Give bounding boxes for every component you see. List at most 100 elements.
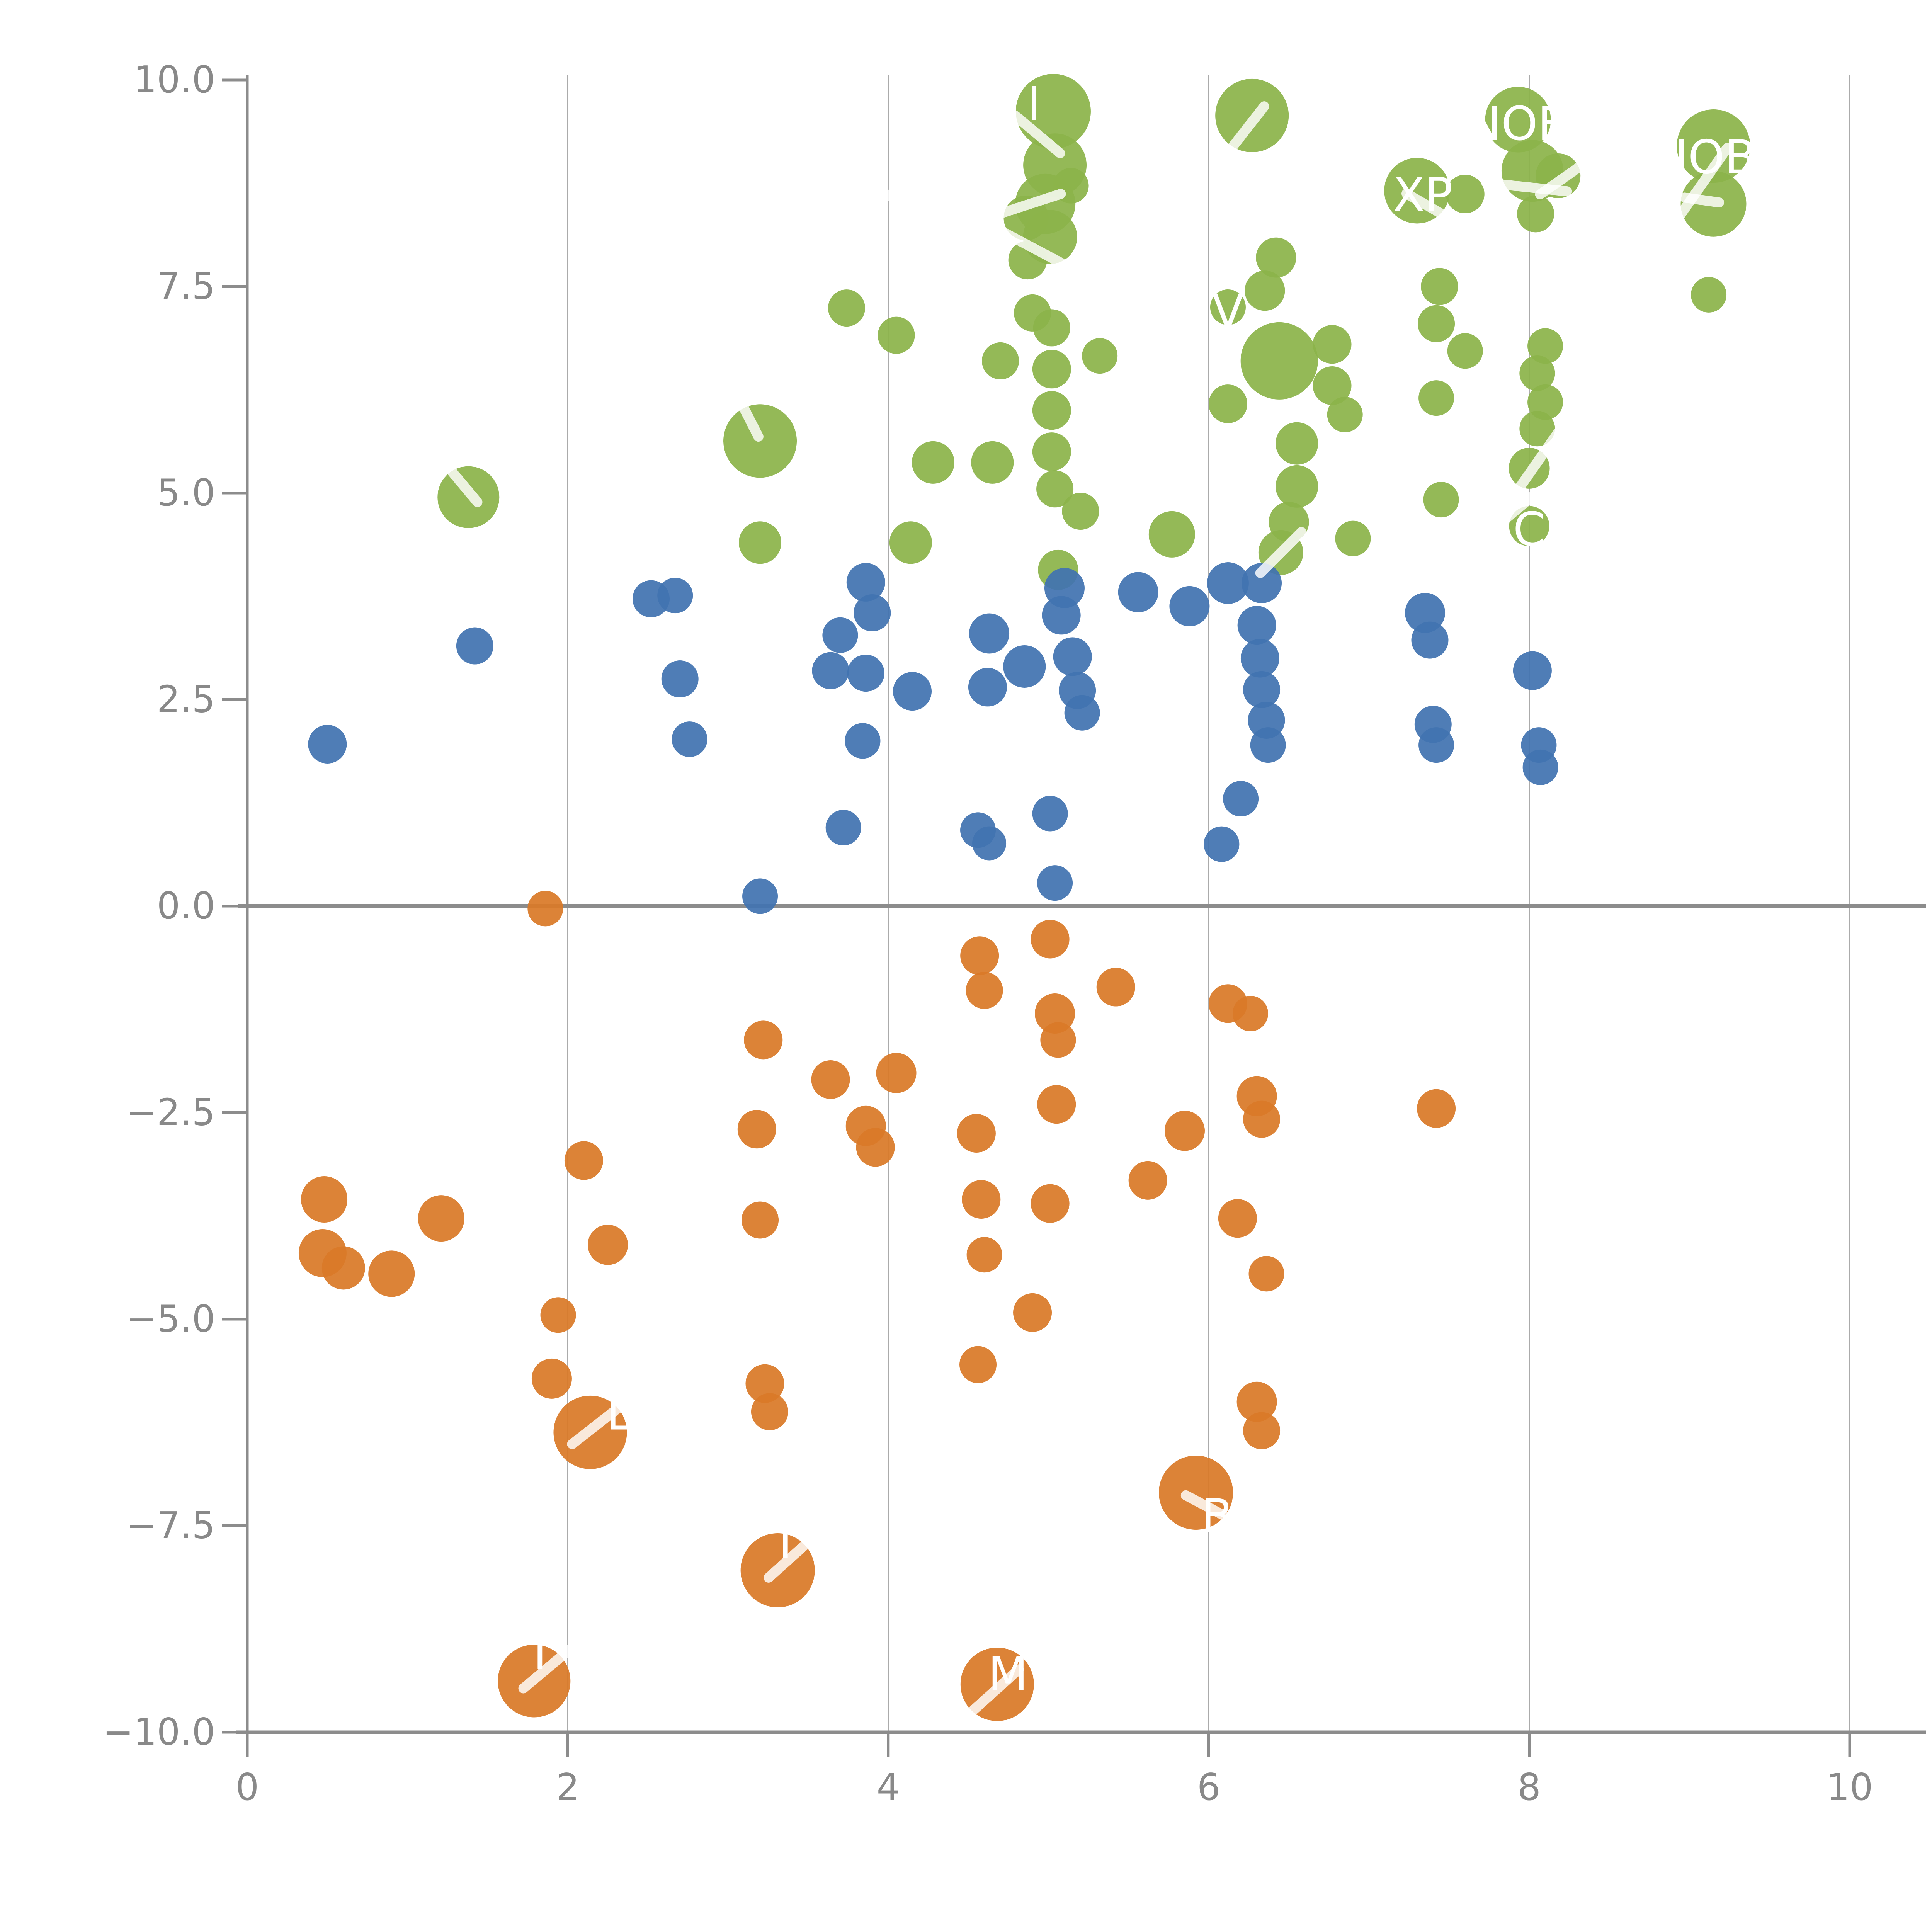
bubble-label: V (1212, 285, 1244, 338)
y-tick-label: −5.0 (126, 1298, 215, 1340)
scatter-point-green (1208, 384, 1247, 423)
leader-streak (567, 1394, 635, 1449)
scatter-point-orange (1031, 1184, 1070, 1223)
scatter-point-green (1276, 422, 1318, 465)
leader-streak (435, 452, 483, 507)
scatter-point-orange (751, 1393, 788, 1430)
scatter-point-orange (966, 972, 1003, 1009)
scatter-point-blue (657, 578, 693, 614)
scatter-point-green (1418, 305, 1455, 342)
scatter-point-blue (456, 627, 493, 665)
scatter-point-green (1032, 391, 1071, 430)
scatter-point-orange (1417, 1089, 1456, 1128)
scatter-point-blue (1042, 596, 1081, 635)
leader-streak (1679, 192, 1725, 207)
scatter-point-blue (1418, 727, 1454, 763)
scatter-point-orange (1128, 1161, 1167, 1200)
scatter-point-green (1519, 411, 1555, 447)
scatter-point-blue (822, 617, 858, 653)
scatter-point-orange (321, 1246, 365, 1290)
scatter-point-orange (564, 1141, 603, 1180)
scatter-point-green (1677, 109, 1750, 183)
scatter-point-green (1245, 270, 1285, 311)
scatter-point-green (1447, 333, 1483, 369)
scatter-point-blue (1522, 749, 1558, 785)
leader-streak (982, 189, 1066, 223)
scatter-point-orange (744, 1020, 783, 1060)
scatter-point-orange (745, 1364, 784, 1403)
scatter-point-green (1527, 328, 1563, 364)
scatter-point-orange (418, 1195, 464, 1242)
scatter-point-green (1691, 277, 1727, 313)
scatter-point-blue (1513, 651, 1552, 690)
leader-streak (1502, 427, 1564, 510)
scatter-point-green (828, 289, 865, 327)
y-tick-label: 2.5 (157, 679, 215, 721)
scatter-point-orange (876, 1053, 917, 1093)
scatter-point-green (889, 521, 932, 564)
x-tick-label: 4 (877, 1766, 900, 1809)
x-tick-label: 2 (556, 1766, 579, 1809)
tick-labels: 10.0 7.5 5.0 2.5 0.0 −2.5 −5.0 −7.5 −10.0 0 2 4 6 8 10 (103, 59, 1873, 1809)
scatter-point-green (1485, 87, 1551, 153)
leader-streak (1535, 156, 1593, 200)
scatter-point-orange (962, 1180, 1001, 1219)
scatter-point-orange (531, 1358, 572, 1399)
leader-streak (996, 226, 1070, 270)
leader-streak (1490, 490, 1539, 533)
scatter-point-orange (1013, 1293, 1052, 1332)
y-tick-label: −2.5 (126, 1092, 215, 1134)
leader-streak (735, 395, 764, 442)
scatter-point-blue (1223, 781, 1259, 817)
scatter-point-orange (301, 1176, 348, 1223)
point-labels: INOBJOBXPVCLIBIM (533, 78, 1757, 1701)
scatter-point-blue (661, 660, 699, 698)
scatter-point-orange (742, 1201, 779, 1239)
scatter-point-blue (825, 810, 861, 845)
scatter-point-blue (308, 724, 347, 764)
scatter-point-blue (1064, 695, 1100, 731)
tick-marks (222, 78, 1851, 1757)
leader-streak (959, 1664, 1024, 1724)
scatter-point-orange (588, 1225, 628, 1265)
y-tick-label: 10.0 (133, 59, 215, 101)
scatter-point-green (1418, 380, 1454, 416)
leader-streak (1660, 143, 1732, 242)
scatter-point-green (1210, 289, 1246, 325)
scatter-point-green (739, 521, 782, 564)
scatter-point-blue (846, 563, 885, 602)
y-tick-label: 0.0 (157, 885, 215, 927)
scatter-point-orange (1233, 995, 1269, 1031)
scatter-point-orange (1037, 1085, 1076, 1124)
scatter-point-green (878, 316, 915, 354)
scatter-point-green (1313, 325, 1352, 364)
scatter-point-green (1032, 350, 1071, 389)
scatter-point-orange (960, 936, 999, 975)
scatter-point-orange (959, 1346, 997, 1383)
x-tick-label: 6 (1197, 1766, 1220, 1809)
scatter-point-green (1509, 506, 1549, 546)
x-tick-label: 8 (1517, 1766, 1541, 1809)
scatter-point-orange (540, 1297, 576, 1333)
scatter-point-green (1276, 465, 1318, 508)
scatter-point-green (1421, 268, 1458, 305)
leader-streak (1180, 1490, 1242, 1528)
scatter-point-blue (893, 672, 932, 711)
scatter-point-orange (957, 1114, 996, 1153)
scatter-point-blue (1204, 826, 1240, 862)
scatter-point-green (1062, 493, 1099, 530)
x-tick-label: 0 (236, 1766, 259, 1809)
leader-streak (764, 1513, 840, 1583)
scatter-point-green (982, 342, 1019, 379)
scatter-point-orange (737, 1110, 776, 1149)
scatter-point-orange (1218, 1199, 1257, 1238)
scatter-point-blue (1053, 637, 1092, 676)
scatter-point-orange (1040, 1022, 1076, 1058)
leader-streak (1010, 111, 1065, 158)
scatter-point-orange (856, 1128, 895, 1167)
y-tick-label: 7.5 (157, 265, 215, 308)
data-points (298, 74, 1750, 1721)
leader-streak (849, 179, 914, 219)
scatter-point-blue (1032, 796, 1068, 832)
